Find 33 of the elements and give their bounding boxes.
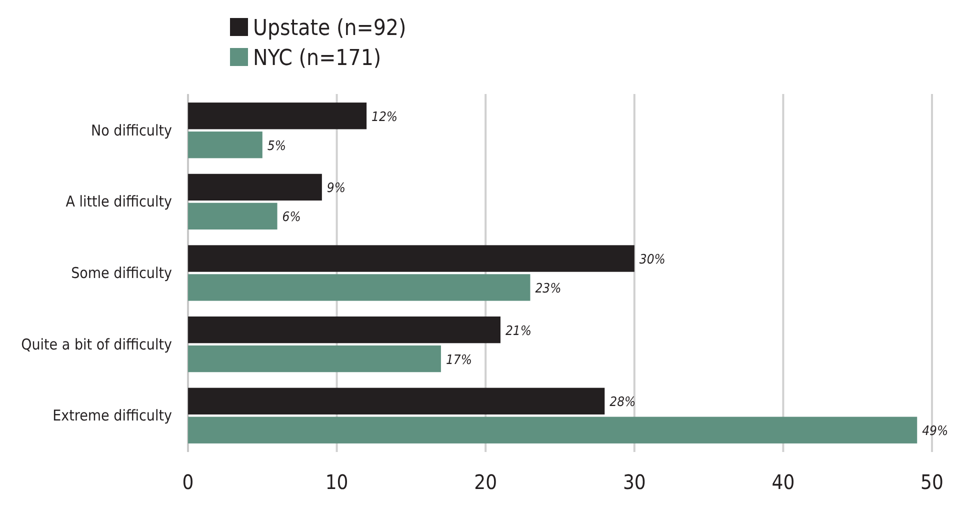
x-tick-label: 50 [920, 470, 944, 494]
bar [188, 202, 278, 230]
y-tick-label: Some difficulty [71, 264, 172, 282]
data-label: 30% [639, 252, 666, 268]
data-label: 49% [922, 424, 948, 440]
x-tick-label: 20 [474, 470, 498, 494]
data-label: 17% [446, 352, 472, 368]
legend-label: Upstate (n=92) [253, 16, 406, 41]
data-label: 23% [535, 281, 562, 296]
y-tick-label: A little difficulty [66, 192, 172, 211]
data-label: 6% [282, 210, 301, 226]
data-label: 5% [267, 138, 286, 154]
bar [188, 102, 367, 130]
x-tick-label: 40 [772, 470, 795, 494]
x-tick-label: 0 [182, 470, 194, 494]
bar [188, 416, 918, 444]
bar [188, 345, 441, 372]
y-tick-label: No difficulty [91, 121, 172, 140]
x-tick-label: 10 [325, 470, 348, 494]
x-tick-label: 30 [622, 470, 646, 494]
y-tick-label: Quite a bit of difficulty [21, 335, 172, 354]
bar [188, 274, 530, 301]
data-label: 9% [326, 181, 346, 196]
bar [188, 245, 634, 272]
bar [188, 174, 322, 201]
bar [188, 316, 500, 344]
legend-label: NYC (n=171) [253, 46, 382, 71]
bar [188, 132, 262, 158]
y-tick-label: Extreme difficulty [52, 406, 172, 425]
data-label: 28% [610, 395, 636, 410]
data-label: 12% [372, 110, 398, 125]
bar [188, 388, 605, 414]
data-label: 21% [505, 324, 532, 339]
